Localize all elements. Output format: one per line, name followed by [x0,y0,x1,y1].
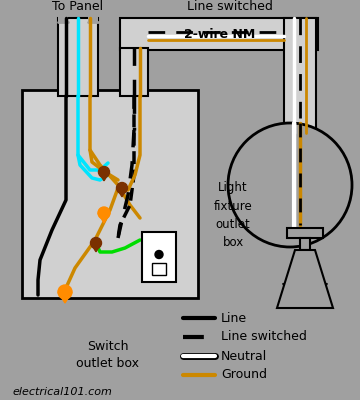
Bar [152,263,166,275]
Text: Neutral: Neutral [221,350,267,362]
Polygon shape [90,243,102,252]
Circle shape [90,238,102,248]
Polygon shape [117,188,127,197]
Text: Light
fixture
outlet
box: Light fixture outlet box [213,182,252,248]
Text: Line switched: Line switched [221,330,307,344]
Bar [120,18,318,50]
Bar [120,48,148,96]
Circle shape [117,182,127,194]
Text: 2-wire NM: 2-wire NM [184,28,256,42]
Bar [58,15,68,23]
Bar [22,90,198,298]
Bar [58,18,98,96]
Polygon shape [99,172,109,181]
Polygon shape [277,250,333,308]
Text: electrical101.com: electrical101.com [12,387,112,397]
Bar [88,15,98,23]
Text: Switch
outlet box: Switch outlet box [76,340,140,370]
Text: Line: Line [221,312,247,324]
Text: Ground: Ground [221,368,267,382]
Text: To Panel: To Panel [53,0,104,13]
Circle shape [58,285,72,299]
Circle shape [155,250,163,258]
Polygon shape [58,292,72,303]
Circle shape [98,207,110,219]
Circle shape [99,166,109,178]
Bar [287,228,323,238]
Text: Line switched: Line switched [187,0,273,13]
Bar [284,18,316,133]
Bar [300,238,310,250]
Bar [142,232,176,282]
Circle shape [228,123,352,247]
Polygon shape [98,213,110,223]
